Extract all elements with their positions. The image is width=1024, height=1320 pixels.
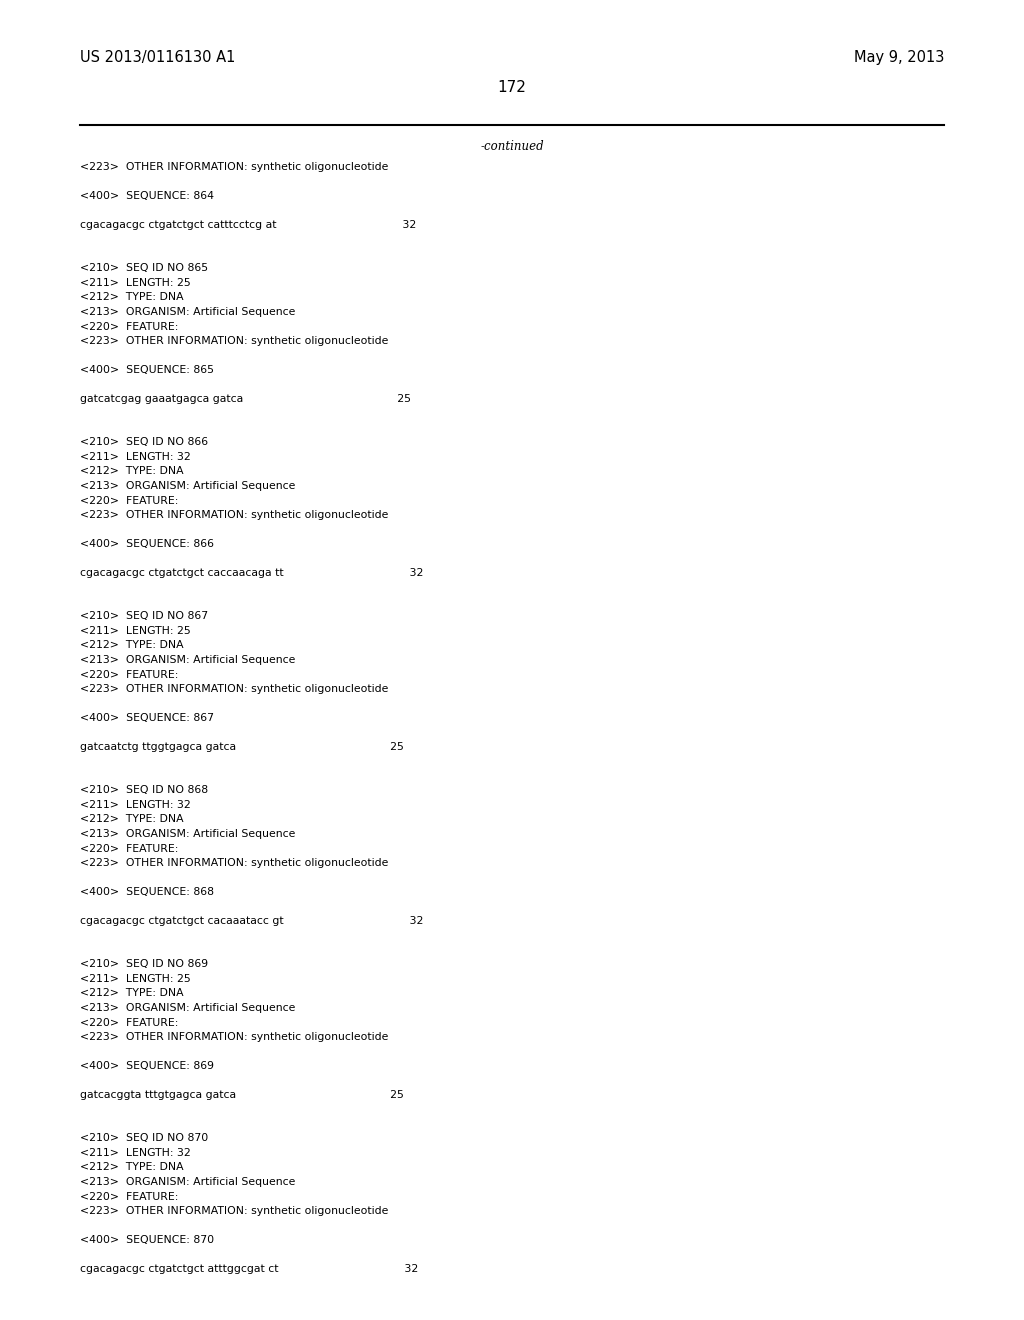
Text: <223>  OTHER INFORMATION: synthetic oligonucleotide: <223> OTHER INFORMATION: synthetic oligo…: [80, 510, 388, 520]
Text: gatcaatctg ttggtgagca gatca                                            25: gatcaatctg ttggtgagca gatca 25: [80, 742, 403, 752]
Text: <212>  TYPE: DNA: <212> TYPE: DNA: [80, 466, 183, 477]
Text: <212>  TYPE: DNA: <212> TYPE: DNA: [80, 640, 183, 651]
Text: <212>  TYPE: DNA: <212> TYPE: DNA: [80, 293, 183, 302]
Text: <400>  SEQUENCE: 869: <400> SEQUENCE: 869: [80, 1061, 214, 1071]
Text: <400>  SEQUENCE: 867: <400> SEQUENCE: 867: [80, 713, 214, 723]
Text: <210>  SEQ ID NO 867: <210> SEQ ID NO 867: [80, 611, 208, 622]
Text: <213>  ORGANISM: Artificial Sequence: <213> ORGANISM: Artificial Sequence: [80, 1003, 295, 1012]
Text: <212>  TYPE: DNA: <212> TYPE: DNA: [80, 1163, 183, 1172]
Text: <210>  SEQ ID NO 866: <210> SEQ ID NO 866: [80, 437, 208, 447]
Text: <211>  LENGTH: 32: <211> LENGTH: 32: [80, 800, 190, 810]
Text: May 9, 2013: May 9, 2013: [854, 50, 944, 65]
Text: <211>  LENGTH: 25: <211> LENGTH: 25: [80, 626, 190, 636]
Text: cgacagacgc ctgatctgct cacaaatacc gt                                    32: cgacagacgc ctgatctgct cacaaatacc gt 32: [80, 916, 423, 927]
Text: cgacagacgc ctgatctgct caccaacaga tt                                    32: cgacagacgc ctgatctgct caccaacaga tt 32: [80, 568, 423, 578]
Text: <213>  ORGANISM: Artificial Sequence: <213> ORGANISM: Artificial Sequence: [80, 829, 295, 840]
Text: <212>  TYPE: DNA: <212> TYPE: DNA: [80, 814, 183, 825]
Text: US 2013/0116130 A1: US 2013/0116130 A1: [80, 50, 236, 65]
Text: <400>  SEQUENCE: 864: <400> SEQUENCE: 864: [80, 191, 214, 201]
Text: <400>  SEQUENCE: 868: <400> SEQUENCE: 868: [80, 887, 214, 898]
Text: -continued: -continued: [480, 140, 544, 153]
Text: <400>  SEQUENCE: 870: <400> SEQUENCE: 870: [80, 1236, 214, 1245]
Text: <210>  SEQ ID NO 868: <210> SEQ ID NO 868: [80, 785, 208, 796]
Text: <220>  FEATURE:: <220> FEATURE:: [80, 322, 178, 331]
Text: <223>  OTHER INFORMATION: synthetic oligonucleotide: <223> OTHER INFORMATION: synthetic oligo…: [80, 858, 388, 869]
Text: <210>  SEQ ID NO 865: <210> SEQ ID NO 865: [80, 264, 208, 273]
Text: <213>  ORGANISM: Artificial Sequence: <213> ORGANISM: Artificial Sequence: [80, 1177, 295, 1187]
Text: <220>  FEATURE:: <220> FEATURE:: [80, 843, 178, 854]
Text: <211>  LENGTH: 32: <211> LENGTH: 32: [80, 1148, 190, 1158]
Text: <223>  OTHER INFORMATION: synthetic oligonucleotide: <223> OTHER INFORMATION: synthetic oligo…: [80, 1032, 388, 1041]
Text: <211>  LENGTH: 32: <211> LENGTH: 32: [80, 451, 190, 462]
Text: <213>  ORGANISM: Artificial Sequence: <213> ORGANISM: Artificial Sequence: [80, 655, 295, 665]
Text: <211>  LENGTH: 25: <211> LENGTH: 25: [80, 974, 190, 983]
Text: <213>  ORGANISM: Artificial Sequence: <213> ORGANISM: Artificial Sequence: [80, 480, 295, 491]
Text: <223>  OTHER INFORMATION: synthetic oligonucleotide: <223> OTHER INFORMATION: synthetic oligo…: [80, 337, 388, 346]
Text: <220>  FEATURE:: <220> FEATURE:: [80, 669, 178, 680]
Text: <400>  SEQUENCE: 865: <400> SEQUENCE: 865: [80, 366, 214, 375]
Text: cgacagacgc ctgatctgct catttcctcg at                                    32: cgacagacgc ctgatctgct catttcctcg at 32: [80, 220, 416, 230]
Text: 172: 172: [498, 81, 526, 95]
Text: gatcatcgag gaaatgagca gatca                                            25: gatcatcgag gaaatgagca gatca 25: [80, 393, 411, 404]
Text: <211>  LENGTH: 25: <211> LENGTH: 25: [80, 279, 190, 288]
Text: gatcacggta tttgtgagca gatca                                            25: gatcacggta tttgtgagca gatca 25: [80, 1090, 403, 1100]
Text: <220>  FEATURE:: <220> FEATURE:: [80, 495, 178, 506]
Text: <400>  SEQUENCE: 866: <400> SEQUENCE: 866: [80, 539, 214, 549]
Text: <212>  TYPE: DNA: <212> TYPE: DNA: [80, 989, 183, 998]
Text: cgacagacgc ctgatctgct atttggcgat ct                                    32: cgacagacgc ctgatctgct atttggcgat ct 32: [80, 1265, 418, 1274]
Text: <223>  OTHER INFORMATION: synthetic oligonucleotide: <223> OTHER INFORMATION: synthetic oligo…: [80, 162, 388, 172]
Text: <220>  FEATURE:: <220> FEATURE:: [80, 1018, 178, 1027]
Text: <223>  OTHER INFORMATION: synthetic oligonucleotide: <223> OTHER INFORMATION: synthetic oligo…: [80, 684, 388, 694]
Text: <220>  FEATURE:: <220> FEATURE:: [80, 1192, 178, 1201]
Text: <210>  SEQ ID NO 870: <210> SEQ ID NO 870: [80, 1134, 208, 1143]
Text: <213>  ORGANISM: Artificial Sequence: <213> ORGANISM: Artificial Sequence: [80, 308, 295, 317]
Text: <210>  SEQ ID NO 869: <210> SEQ ID NO 869: [80, 960, 208, 969]
Text: <223>  OTHER INFORMATION: synthetic oligonucleotide: <223> OTHER INFORMATION: synthetic oligo…: [80, 1206, 388, 1216]
